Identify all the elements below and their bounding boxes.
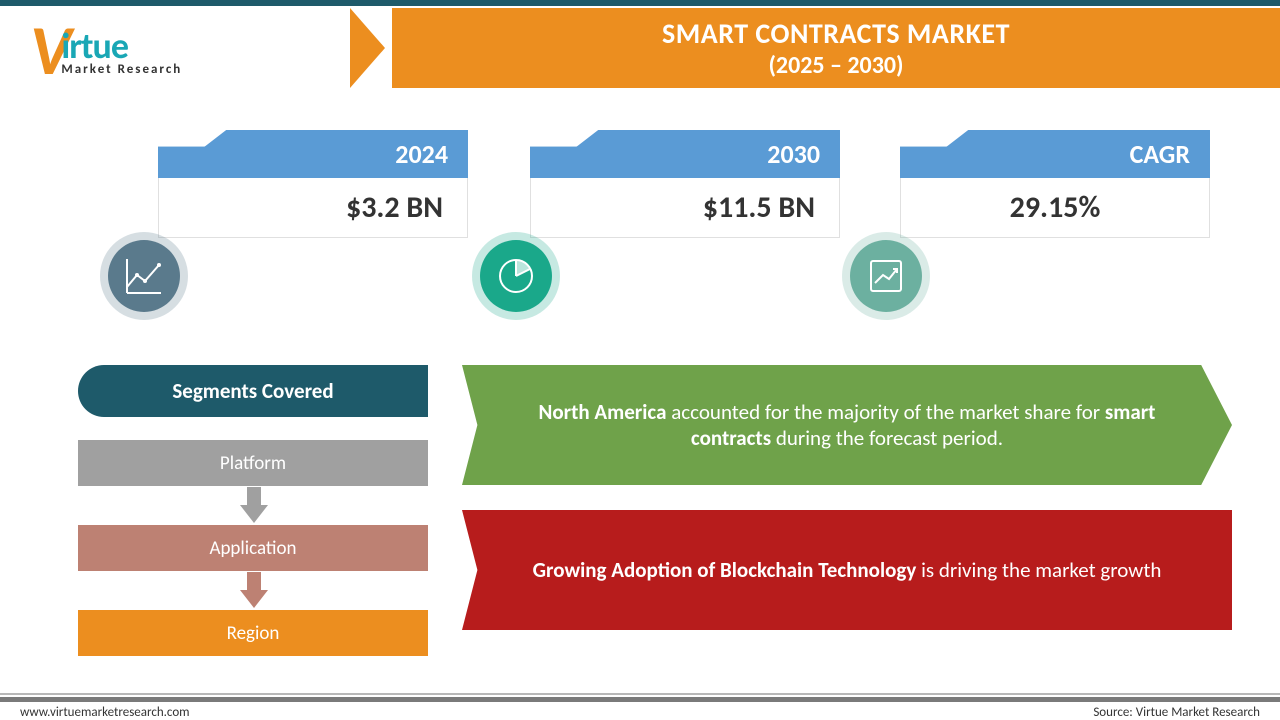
footer-bar [0,697,1280,702]
callout-bold: North America [539,399,667,425]
title-years: (2025 – 2030) [768,51,903,80]
title-banner: SMART CONTRACTS MARKET (2025 – 2030) [392,8,1280,88]
stat-card-2030: 2030 $11.5 BN [530,130,840,260]
segment-platform: Platform [78,440,428,486]
callout-region-share: North America accounted for the majority… [462,365,1232,485]
segment-region: Region [78,610,428,656]
stat-label: CAGR [900,130,1210,178]
callout-text: North America accounted for the majority… [522,399,1172,451]
stat-label: 2024 [158,130,468,178]
segment-application: Application [78,525,428,571]
logo-subtitle: Market Research [61,62,182,77]
callout-text: Growing Adoption of Blockchain Technolog… [533,557,1162,583]
callout-driver: Growing Adoption of Blockchain Technolog… [462,510,1232,630]
segment-arrow-icon [240,487,268,523]
footer-source: Source: Virtue Market Research [1093,705,1260,720]
growth-chart-icon [850,240,922,312]
logo-text-block: irtue Market Research [61,24,182,77]
stat-value: 29.15% [900,178,1210,238]
top-accent-bar [0,0,1280,6]
title-chevron-icon [350,8,385,88]
callout-span: during the forecast period. [771,425,1003,451]
brand-logo: V irtue Market Research [30,10,365,90]
callout-span: is driving the market growth [916,557,1161,583]
pie-chart-icon [480,240,552,312]
stat-card-2024: 2024 $3.2 BN [158,130,468,260]
segments-header: Segments Covered [78,365,428,417]
callout-span: accounted for the majority of the market… [666,399,1104,425]
title-main: SMART CONTRACTS MARKET [662,16,1010,51]
segment-arrow-icon [240,572,268,608]
callout-bold: Growing Adoption of Blockchain Technolog… [533,557,917,583]
line-chart-icon [108,240,180,312]
footer-url: www.virtuemarketresearch.com [20,705,190,720]
stat-label: 2030 [530,130,840,178]
footer-divider [0,693,1280,695]
stat-card-cagr: CAGR 29.15% [900,130,1210,260]
stat-value: $3.2 BN [158,178,468,238]
stat-value: $11.5 BN [530,178,840,238]
